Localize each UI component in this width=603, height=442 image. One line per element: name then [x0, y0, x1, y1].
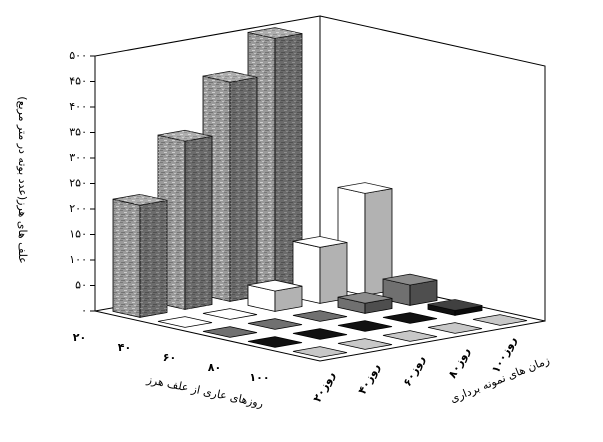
x-axis-title: روزهای عاری از علف هرز	[145, 373, 265, 411]
bar-face	[247, 279, 303, 292]
bar	[337, 291, 393, 314]
x-tick-label: ۸۰	[208, 361, 221, 374]
y-tick-label: ۱۰۰	[69, 253, 87, 266]
bar-shade	[365, 188, 392, 296]
bar-face	[202, 308, 258, 320]
y-tick-label: ۲۰۰	[69, 202, 87, 215]
bar	[337, 338, 393, 350]
bar-shade	[455, 305, 482, 316]
bar-shade	[275, 33, 302, 294]
bar-face	[427, 322, 483, 334]
bar-face	[247, 336, 303, 348]
bar-texture	[140, 200, 167, 318]
y-tick-label: ۱۵۰	[69, 228, 87, 241]
y-tick-label: ۳۵۰	[69, 126, 87, 139]
y-tick-label: ۳۰۰	[69, 151, 87, 164]
bar-face	[337, 182, 393, 194]
z-tick-label: ۶۰روز	[401, 353, 428, 388]
bar-face	[337, 291, 393, 304]
bar-shade	[248, 280, 302, 291]
bar-shade	[293, 236, 347, 248]
z-tick-label: ۲۰روز	[311, 369, 338, 404]
bar-face	[382, 330, 438, 342]
z-tick-label: ۴۰روز	[356, 361, 383, 396]
bar-face	[427, 299, 483, 311]
bar-shade	[338, 182, 392, 194]
bar	[112, 193, 168, 318]
bar-face	[337, 338, 393, 350]
bar-texture	[203, 71, 257, 83]
bar	[427, 322, 483, 334]
bar	[202, 308, 258, 320]
bar-texture	[113, 199, 140, 318]
bar	[292, 310, 348, 322]
bar	[202, 70, 258, 302]
bar	[472, 314, 528, 326]
bar	[247, 336, 303, 348]
bar-shade	[275, 286, 302, 312]
bar	[337, 182, 393, 296]
bar-face	[292, 346, 348, 358]
bar-shade	[203, 71, 257, 83]
bar	[292, 236, 348, 304]
y-tick-label: ۲۵۰	[69, 177, 87, 190]
bar-shade	[185, 136, 212, 310]
x-tick-label: ۴۰	[118, 341, 131, 354]
bar-shade	[230, 77, 257, 302]
bar-shade	[338, 292, 392, 304]
y-tick-label: ۰	[81, 304, 87, 317]
bar-face	[247, 318, 303, 330]
x-tick-label: ۱۰۰	[249, 371, 269, 384]
bar-texture	[185, 136, 212, 310]
bar-face	[472, 314, 528, 326]
y-axis-title: علف های هرز(عدد بوته در متر مربع)	[16, 96, 29, 263]
bar	[292, 328, 348, 340]
bar-texture	[113, 194, 167, 206]
bar-face	[337, 320, 393, 332]
bar-texture	[275, 33, 302, 294]
bar	[247, 318, 303, 330]
bar-face	[292, 310, 348, 322]
x-tick-label: ۲۰	[73, 331, 86, 344]
bar-face	[202, 326, 258, 338]
bar-shade	[383, 274, 437, 285]
y-tick-label: ۵۰	[75, 279, 87, 292]
bar-face	[157, 316, 213, 328]
bar	[427, 299, 483, 316]
bar	[292, 346, 348, 358]
bar-shade	[410, 280, 437, 306]
bar-face	[382, 273, 438, 286]
bar	[202, 326, 258, 338]
bar	[382, 330, 438, 342]
y-tick-label: ۵۰۰	[69, 49, 87, 62]
bar	[337, 320, 393, 332]
y-tick-label: ۴۵۰	[69, 75, 87, 88]
floor-edge	[94, 310, 546, 362]
bar-shade	[158, 130, 212, 142]
bar-shade	[428, 299, 482, 311]
bar-face	[292, 328, 348, 340]
bar-texture	[158, 130, 212, 142]
bar	[157, 316, 213, 328]
bar-texture	[248, 27, 302, 39]
bar-shade	[320, 242, 347, 304]
bar	[247, 279, 303, 312]
bar-shade	[248, 27, 302, 39]
bar	[382, 273, 438, 306]
bar-texture	[230, 77, 257, 302]
y-tick-label: ۴۰۰	[69, 100, 87, 113]
bar-shade	[113, 194, 167, 206]
bar	[382, 312, 438, 324]
z-tick-label: ۸۰روز	[446, 345, 473, 380]
bar-face	[292, 236, 348, 248]
bar-shade	[140, 200, 167, 318]
x-tick-label: ۶۰	[163, 351, 176, 364]
bar-face	[382, 312, 438, 324]
